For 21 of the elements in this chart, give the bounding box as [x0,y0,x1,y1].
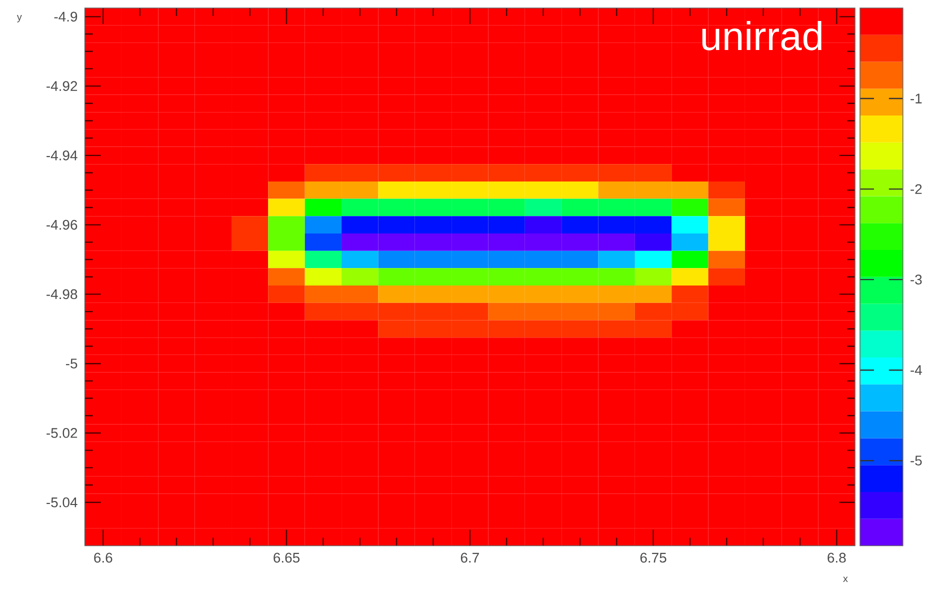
x-tick-label: 6.6 [94,552,112,563]
x-tick-label: 6.75 [640,552,666,563]
y-axis-title: y [16,15,22,23]
color-bar-label: -3 [910,274,922,285]
chart-title: unirrad [702,21,822,50]
y-tick-label: -5.02 [46,428,78,438]
color-bar-label: -4 [910,365,922,376]
color-bar-label: -2 [910,184,922,194]
y-tick-label: -4.92 [46,81,78,92]
y-tick-label: -5 [66,358,78,369]
y-tick-label: -5.04 [46,498,78,508]
x-tick-label: 6.65 [274,552,300,563]
color-bar-label: -5 [910,456,922,466]
x-tick-label: 6.8 [828,552,846,563]
y-tick-label: -4.9 [54,12,78,22]
y-tick-label: -4.94 [46,150,78,161]
x-tick-label: 6.7 [460,552,479,563]
x-axis-title: x [843,576,848,582]
y-tick-label: -4.98 [46,289,78,300]
y-tick-label: -4.96 [46,220,78,230]
color-bar-label: -1 [910,94,922,104]
